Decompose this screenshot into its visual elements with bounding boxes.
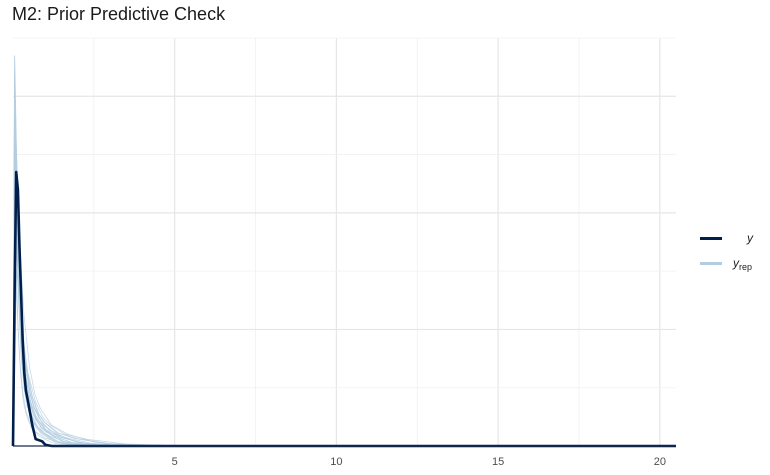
yrep-draw-line — [12, 192, 676, 447]
yrep-draw-line — [12, 180, 676, 447]
yrep-draw-line — [12, 114, 676, 447]
yrep-draw-line — [12, 74, 610, 447]
legend-label-yrep: yrep — [733, 256, 753, 272]
legend-swatch-yrep — [700, 262, 722, 265]
x-tick-label: 10 — [330, 456, 342, 468]
x-tick-label: 5 — [172, 456, 178, 468]
x-tick-label: 20 — [654, 456, 666, 468]
yrep-draw-line — [12, 219, 676, 447]
yrep-draw-line — [12, 94, 577, 447]
yrep-draw-line — [12, 242, 676, 447]
yrep-draw-line — [12, 250, 676, 447]
yrep-draw-line — [12, 141, 676, 447]
chart-title: M2: Prior Predictive Check — [12, 4, 226, 24]
yrep-draw-line — [12, 153, 676, 447]
x-axis: 5 10 15 20 — [13, 445, 676, 468]
legend-label-yrep-sub: rep — [739, 262, 753, 272]
legend-swatch-y — [700, 237, 722, 240]
x-tick-label: 15 — [492, 456, 504, 468]
yrep-draw-line — [12, 86, 597, 447]
yrep-draw-line — [12, 133, 676, 447]
legend-label-y: y — [747, 231, 753, 245]
yrep-draw-line — [12, 231, 676, 447]
yrep-draw-line — [12, 164, 676, 447]
grid-lines — [13, 37, 676, 446]
yrep-draw-line — [12, 172, 544, 447]
yrep-draw-line — [12, 102, 643, 447]
legend-label-yrep-main: y — [733, 256, 739, 270]
yrep-draw-line — [12, 270, 676, 447]
